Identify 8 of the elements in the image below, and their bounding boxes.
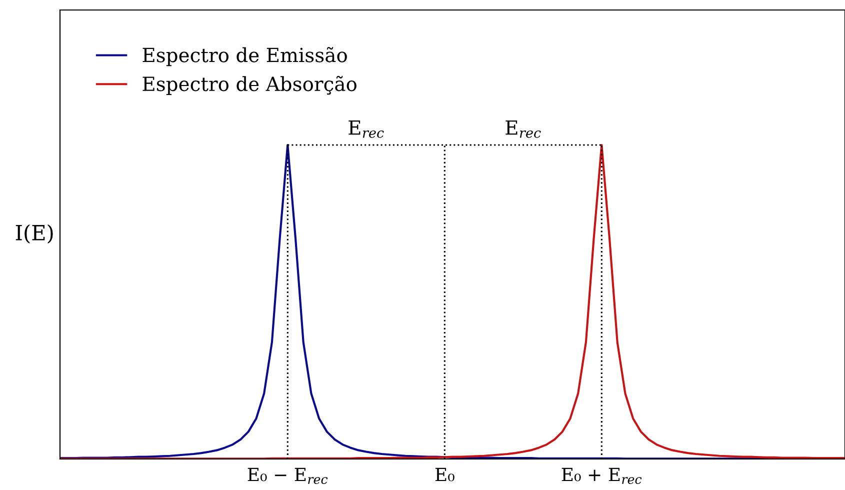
y-axis-title: I(E) [16, 224, 53, 244]
annotation: E$_{rec}$ [348, 120, 384, 138]
annotation: E$_{rec}$ [506, 120, 541, 138]
x-tick-label: E₀ [435, 468, 454, 482]
x-tick-label: E₀ + E$_{rec}$ [562, 468, 642, 484]
x-tick-label: E₀ − E$_{rec}$ [248, 468, 328, 484]
legend-label: Espectro de Emissão [142, 46, 347, 66]
legend-label: Espectro de Absorção [142, 76, 356, 95]
